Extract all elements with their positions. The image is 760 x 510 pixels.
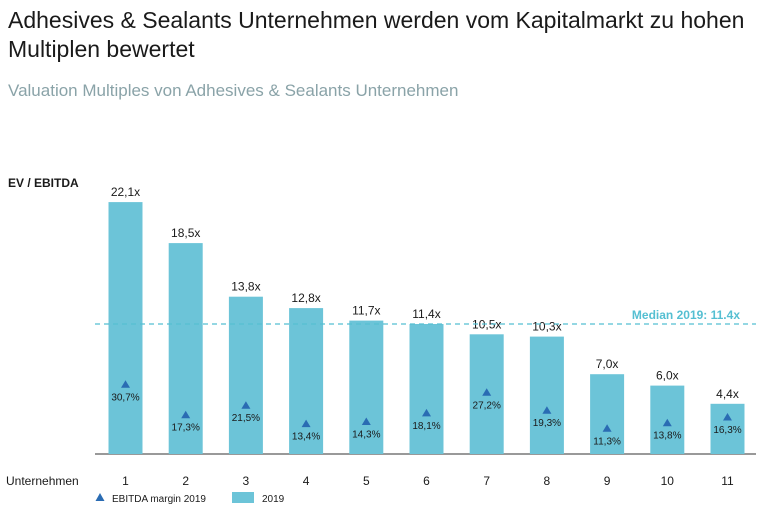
bar (108, 202, 143, 454)
bar-value-label: 11,4x (412, 307, 440, 321)
bar-value-label: 6,0x (656, 369, 679, 383)
bar-value-label: 10,3x (532, 320, 561, 334)
bar (289, 308, 324, 454)
x-tick-label: 2 (182, 474, 189, 488)
margin-label: 14,3% (352, 430, 380, 441)
median-label: Median 2019: 11.4x (632, 308, 740, 322)
bar (710, 403, 745, 454)
bar-value-label: 4,4x (716, 387, 739, 401)
bar (349, 320, 384, 454)
y-axis-label: EV / EBITDA (8, 176, 79, 190)
bar-value-label: 18,5x (171, 226, 200, 240)
x-tick-label: 6 (423, 474, 430, 488)
x-tick-label: 5 (363, 474, 370, 488)
bar-value-label: 7,0x (596, 357, 619, 371)
x-tick-label: 1 (122, 474, 129, 488)
bar-value-label: 12,8x (291, 291, 320, 305)
margin-marker (361, 417, 371, 425)
margin-label: 19,3% (533, 418, 561, 429)
bar (409, 324, 444, 454)
bar-value-label: 22,1x (111, 185, 140, 199)
margin-label: 13,4% (292, 432, 320, 443)
x-tick-label: 4 (303, 474, 310, 488)
page-subtitle: Valuation Multiples von Adhesives & Seal… (8, 81, 459, 100)
legend-triangle-icon (95, 493, 105, 501)
legend: EBITDA margin 2019 2019 (95, 492, 285, 505)
x-tick-label: 11 (721, 474, 734, 488)
margin-marker (422, 408, 431, 417)
legend-square-icon (232, 492, 254, 503)
margin-label: 27,2% (473, 400, 501, 411)
x-tick-label: 7 (483, 474, 490, 488)
x-tick-label: 9 (604, 474, 611, 488)
margin-marker (121, 380, 130, 388)
bar (529, 336, 564, 454)
bar-value-label: 11,7x (352, 304, 380, 318)
page-title: Adhesives & Sealants Unternehmen werden … (8, 7, 745, 62)
bar-value-label: 13,8x (231, 280, 260, 294)
margin-marker (662, 418, 672, 427)
margin-label: 11,3% (593, 436, 621, 447)
bar (168, 243, 203, 454)
margin-marker (482, 388, 492, 396)
margin-label: 13,8% (653, 431, 681, 442)
bar (228, 296, 263, 454)
x-axis-title: Unternehmen (6, 474, 79, 488)
margin-marker (241, 401, 251, 409)
x-tick-label: 3 (243, 474, 250, 488)
legend-label-2019: 2019 (262, 494, 285, 505)
margin-marker (602, 424, 612, 432)
margin-label: 17,3% (172, 423, 200, 434)
x-tick-label: 8 (544, 474, 551, 488)
margin-marker (181, 410, 191, 419)
margin-label: 16,3% (713, 425, 741, 436)
margin-label: 30,7% (111, 392, 139, 403)
x-tick-label: 10 (661, 474, 675, 488)
margin-marker (723, 413, 732, 421)
bar (590, 374, 625, 454)
margin-marker (542, 406, 552, 414)
margin-marker (301, 419, 311, 428)
legend-label-margin: EBITDA margin 2019 (112, 494, 206, 505)
margin-label: 21,5% (232, 413, 260, 424)
margin-label: 18,1% (412, 421, 440, 432)
